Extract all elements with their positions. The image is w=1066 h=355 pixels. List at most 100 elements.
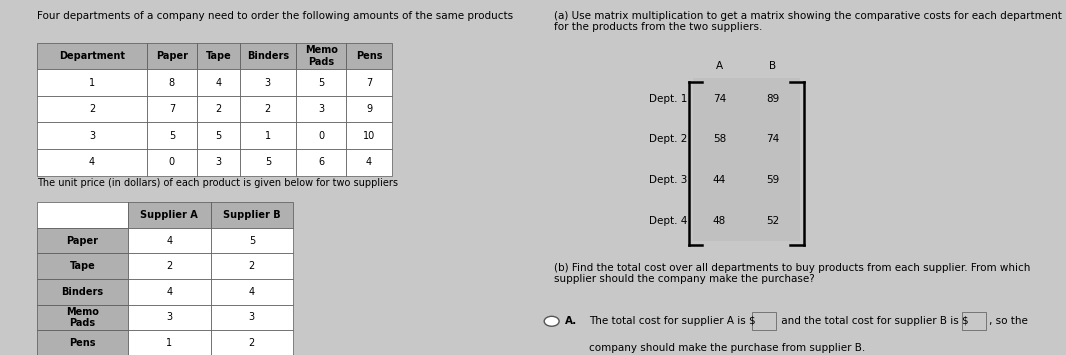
Bar: [693, 201, 746, 241]
Bar: [147, 69, 197, 96]
Bar: [37, 253, 128, 279]
Bar: [296, 149, 346, 176]
Bar: [128, 330, 211, 355]
Text: Tape: Tape: [69, 261, 96, 271]
Bar: [240, 43, 296, 69]
Text: 5: 5: [168, 131, 175, 141]
Text: Supplier B: Supplier B: [223, 210, 280, 220]
Text: Paper: Paper: [66, 236, 99, 246]
Bar: [746, 78, 800, 119]
Text: Tape: Tape: [206, 51, 231, 61]
Text: Paper: Paper: [156, 51, 188, 61]
Bar: [346, 43, 392, 69]
Bar: [211, 228, 293, 253]
Text: Supplier A: Supplier A: [141, 210, 198, 220]
Text: The unit price (in dollars) of each product is given below for two suppliers: The unit price (in dollars) of each prod…: [37, 178, 399, 187]
Bar: [37, 279, 128, 305]
Bar: [211, 253, 293, 279]
Bar: [746, 119, 800, 160]
Bar: [37, 228, 128, 253]
Bar: [197, 149, 240, 176]
Text: The total cost for supplier A is $: The total cost for supplier A is $: [588, 316, 756, 326]
Text: A.: A.: [565, 316, 577, 326]
Bar: [752, 312, 776, 330]
Text: Dept. 3: Dept. 3: [649, 175, 688, 185]
Bar: [296, 96, 346, 122]
Text: 74: 74: [766, 134, 779, 144]
Text: Binders: Binders: [62, 287, 103, 297]
Text: 2: 2: [166, 261, 173, 271]
Bar: [211, 330, 293, 355]
Text: company should make the purchase from supplier B.: company should make the purchase from su…: [588, 343, 866, 353]
Text: 8: 8: [168, 77, 175, 88]
Bar: [240, 96, 296, 122]
Bar: [346, 96, 392, 122]
Bar: [128, 202, 211, 228]
Circle shape: [544, 316, 559, 326]
Bar: [211, 202, 293, 228]
Bar: [147, 122, 197, 149]
Text: B: B: [770, 61, 776, 71]
Text: Memo
Pads: Memo Pads: [305, 45, 338, 67]
Text: 3: 3: [88, 131, 95, 141]
Text: 3: 3: [318, 104, 324, 114]
Text: (a) Use matrix multiplication to get a matrix showing the comparative costs for : (a) Use matrix multiplication to get a m…: [554, 11, 1062, 32]
Bar: [240, 149, 296, 176]
Text: 5: 5: [215, 131, 222, 141]
Text: Department: Department: [59, 51, 125, 61]
Bar: [296, 43, 346, 69]
Bar: [37, 122, 147, 149]
Text: 5: 5: [248, 236, 255, 246]
Text: Memo
Pads: Memo Pads: [66, 307, 99, 328]
Text: 89: 89: [766, 93, 779, 104]
Bar: [693, 160, 746, 201]
Text: 3: 3: [215, 157, 222, 168]
Text: 3: 3: [264, 77, 271, 88]
Text: 7: 7: [168, 104, 175, 114]
Text: 4: 4: [88, 157, 95, 168]
Bar: [37, 96, 147, 122]
Text: 1: 1: [264, 131, 271, 141]
Bar: [693, 78, 746, 119]
Text: 3: 3: [248, 312, 255, 322]
Bar: [197, 43, 240, 69]
Text: 74: 74: [713, 93, 726, 104]
Text: 2: 2: [88, 104, 95, 114]
Text: 0: 0: [168, 157, 175, 168]
Text: 59: 59: [766, 175, 779, 185]
Bar: [128, 279, 211, 305]
Text: 4: 4: [215, 77, 222, 88]
Bar: [197, 96, 240, 122]
Bar: [211, 305, 293, 330]
Bar: [147, 43, 197, 69]
Bar: [693, 119, 746, 160]
Bar: [128, 305, 211, 330]
Bar: [346, 122, 392, 149]
Bar: [37, 305, 128, 330]
Text: Pens: Pens: [356, 51, 383, 61]
Bar: [346, 149, 392, 176]
Bar: [37, 330, 128, 355]
Text: 4: 4: [248, 287, 255, 297]
Text: A: A: [716, 61, 723, 71]
Text: 1: 1: [88, 77, 95, 88]
Text: (b) Find the total cost over all departments to buy products from each supplier.: (b) Find the total cost over all departm…: [554, 263, 1031, 284]
Text: 44: 44: [713, 175, 726, 185]
Text: 48: 48: [713, 216, 726, 226]
Text: Pens: Pens: [69, 338, 96, 348]
Text: 52: 52: [766, 216, 779, 226]
Text: 9: 9: [366, 104, 372, 114]
Text: 10: 10: [364, 131, 375, 141]
Text: 0: 0: [318, 131, 324, 141]
Bar: [346, 69, 392, 96]
Text: , so the: , so the: [988, 316, 1028, 326]
Bar: [197, 122, 240, 149]
Text: 58: 58: [713, 134, 726, 144]
Text: 2: 2: [248, 338, 255, 348]
Text: 4: 4: [166, 287, 173, 297]
Bar: [296, 122, 346, 149]
Text: 4: 4: [366, 157, 372, 168]
Bar: [197, 69, 240, 96]
Bar: [746, 160, 800, 201]
Text: Binders: Binders: [246, 51, 289, 61]
